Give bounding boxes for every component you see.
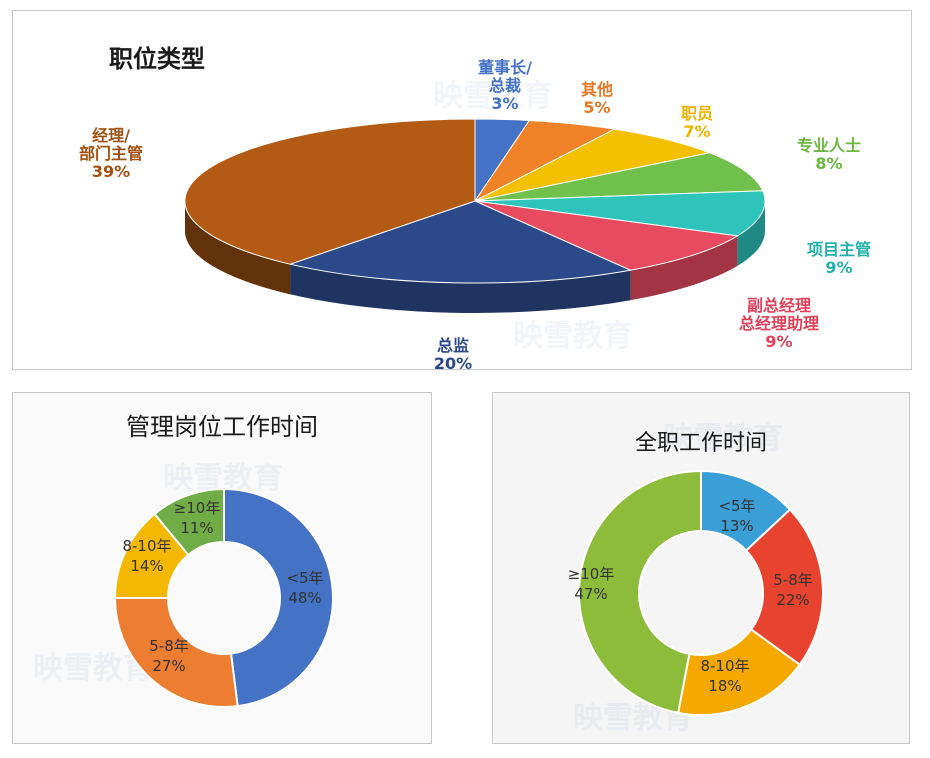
slice-label-line: 5% — [583, 98, 610, 117]
mgmt-tenure-donut-chart: <5年 48%5-8年 27%8-10年 14%≥10年 11% — [113, 487, 334, 708]
slice-label-line: 3% — [491, 94, 518, 113]
pie-side-wall — [290, 264, 631, 313]
slice-label-line: 董事长/ — [478, 58, 532, 77]
donut-label-percent: 47% — [574, 585, 607, 603]
pie-slice — [474, 190, 766, 237]
slice-label-line: 专业人士 — [797, 136, 861, 155]
donut-label-percent: 48% — [288, 589, 321, 607]
slice-label: 职员 7% — [681, 104, 713, 141]
job-type-pie-chart: 董事长/总裁 3%其他 5% 职员 7%专业人士 8%项目主管 9%副总经理总经理助理 9%总… — [79, 58, 871, 370]
donut-label-category: 8-10年 — [122, 537, 171, 555]
donut-label: 8-10年 18% — [700, 657, 749, 695]
pie-slice — [474, 152, 764, 202]
job-type-chart-panel: 映雪教育 映雪教育 映雪教育 董事长/总裁3%其他5%职员7%专业人士8%项目主… — [12, 10, 912, 370]
pie-slice — [184, 118, 476, 265]
slice-label-line: 职员 — [681, 104, 713, 123]
slice-label: 董事长/总裁 3% — [478, 58, 532, 113]
donut-label-percent: 11% — [180, 519, 213, 537]
slice-label-line: 总裁 — [489, 76, 521, 95]
slice-label-line: 项目主管 — [807, 240, 871, 259]
donut-slice — [223, 487, 334, 708]
fulltime-tenure-chart-panel: 映雪教育 映雪教育 <5年 13% 5-8年 22% 8-10年 18% ≥10年 47% 全… — [492, 392, 910, 744]
slice-label-line: 39% — [92, 162, 130, 181]
slice-label: 总监 20% — [434, 336, 472, 370]
donut-slice — [578, 469, 702, 715]
pie-slice — [288, 200, 633, 284]
donut-label: 8-10年 14% — [122, 537, 171, 575]
donut-slice — [153, 487, 225, 557]
donut-label-category: ≥10年 — [568, 565, 615, 583]
donut-label-percent: 22% — [776, 591, 809, 609]
fulltime-tenure-chart-title: 全职工作时间 — [634, 431, 767, 456]
donut-label-percent: 14% — [130, 557, 163, 575]
donut-label: ≥10年 47% — [568, 565, 615, 603]
donut-slice — [744, 508, 824, 667]
slice-label-line: 部门主管 — [79, 144, 143, 163]
slice-label-line: 经理/ — [92, 126, 130, 145]
donut-label-category: 8-10年 — [700, 657, 749, 675]
donut-label-category: 5-8年 — [773, 571, 813, 589]
slice-label-line: 总监 — [437, 336, 469, 355]
donut-label: ≥10年 11% — [174, 499, 221, 537]
slice-label-line: 20% — [434, 354, 472, 370]
slice-label-line: 9% — [825, 258, 852, 277]
donut-label-percent: 27% — [152, 657, 185, 675]
donut-label-percent: 13% — [720, 517, 753, 535]
job-type-chart-title: 职位类型 — [109, 44, 205, 73]
donut-label-category: <5年 — [718, 497, 755, 515]
mgmt-tenure-chart-title: 管理岗位工作时间 — [126, 413, 318, 441]
donut-label: <5年 13% — [718, 497, 755, 535]
mgmt-tenure-chart-panel: 映雪教育 映雪教育 <5年 48% 5-8年 27% 8-10年 14% ≥10年 11% 管… — [12, 392, 432, 744]
donut-label-category: ≥10年 — [174, 499, 221, 517]
donut-label: 5-8年 27% — [149, 637, 189, 675]
donut-label-percent: 18% — [708, 677, 741, 695]
slice-label: 其他 5% — [581, 80, 613, 117]
slice-label: 副总经理总经理助理 9% — [739, 296, 819, 351]
pie-side-wall — [630, 235, 738, 301]
slice-label-line: 8% — [815, 154, 842, 173]
slice-label: 专业人士 8% — [797, 136, 861, 173]
donut-label-category: <5年 — [286, 569, 323, 587]
slice-label-line: 副总经理 — [747, 296, 811, 315]
fulltime-tenure-donut-chart: <5年 13%5-8年 22%8-10年 18%≥10年 47% — [568, 469, 824, 716]
pie-side-wall — [737, 201, 765, 266]
pie-side-wall — [184, 201, 291, 295]
slice-label-line: 总经理助理 — [739, 314, 819, 333]
donut-label-category: 5-8年 — [149, 637, 189, 655]
slice-label-line: 9% — [765, 332, 792, 351]
donut-label: 5-8年 22% — [773, 571, 813, 609]
slice-label-line: 其他 — [581, 80, 613, 99]
donut-slice — [113, 597, 239, 708]
slice-label: 项目主管 9% — [807, 240, 871, 277]
slice-label: 经理/部门主管 39% — [79, 126, 143, 181]
pie-slice — [474, 200, 739, 271]
slice-label-line: 7% — [683, 122, 710, 141]
donut-label: <5年 48% — [286, 569, 323, 607]
pie-slice — [474, 128, 712, 202]
